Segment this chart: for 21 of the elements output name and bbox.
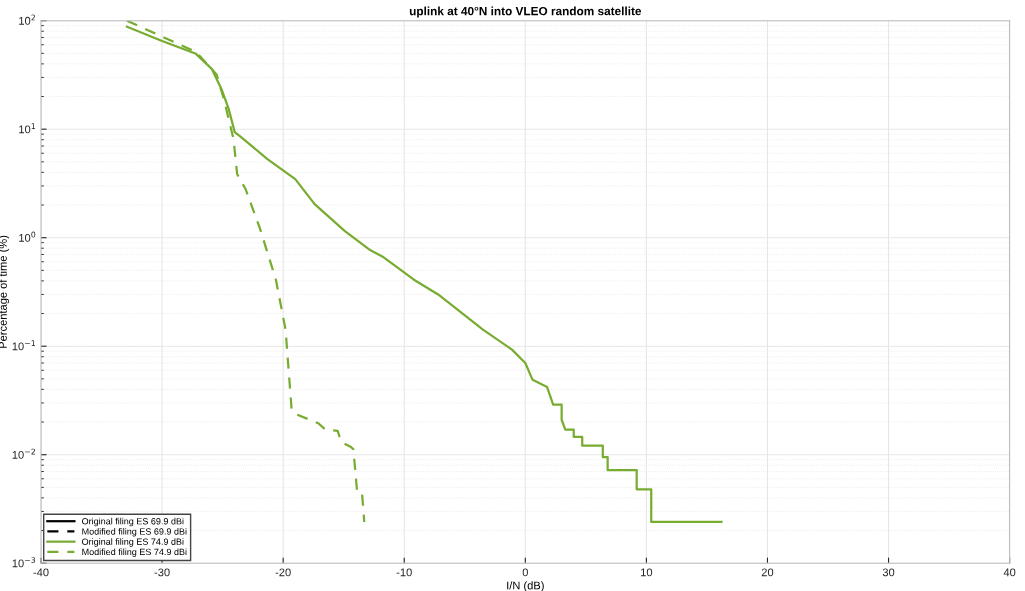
- legend-label: Original filing ES 69.9 dBi: [82, 517, 184, 527]
- x-tick-label: -30: [154, 568, 170, 577]
- x-tick-label: -20: [275, 568, 291, 577]
- x-tick-label: 20: [761, 568, 774, 577]
- y-tick-label: 10$^{1}$: [19, 123, 36, 134]
- y-tick-label: 10$^{0}$: [19, 231, 36, 242]
- legend-label: Original filing ES 74.9 dBi: [82, 538, 184, 547]
- x-tick-label: -40: [33, 568, 49, 577]
- legend-label: Modified filing ES 69.9 dBi: [82, 528, 187, 537]
- y-tick-label: 10$^{−1}$: [12, 340, 36, 351]
- x-tick-label: -10: [396, 568, 412, 577]
- chart-title: uplink at 40°N into VLEO random satellite: [409, 6, 642, 18]
- x-tick-label: 0: [522, 568, 528, 577]
- x-tick-label: 30: [882, 568, 895, 577]
- y-tick-label: 10$^{2}$: [19, 14, 35, 25]
- x-axis-title: I/N (dB): [507, 581, 544, 591]
- legend-label: Modified filing ES 74.9 dBi: [82, 548, 187, 557]
- y-tick-label: 10$^{−3}$: [12, 557, 36, 568]
- x-tick-label: 10: [641, 568, 653, 577]
- y-tick-label: 10$^{−2}$: [12, 448, 35, 459]
- x-tick-label: 40: [1003, 568, 1016, 577]
